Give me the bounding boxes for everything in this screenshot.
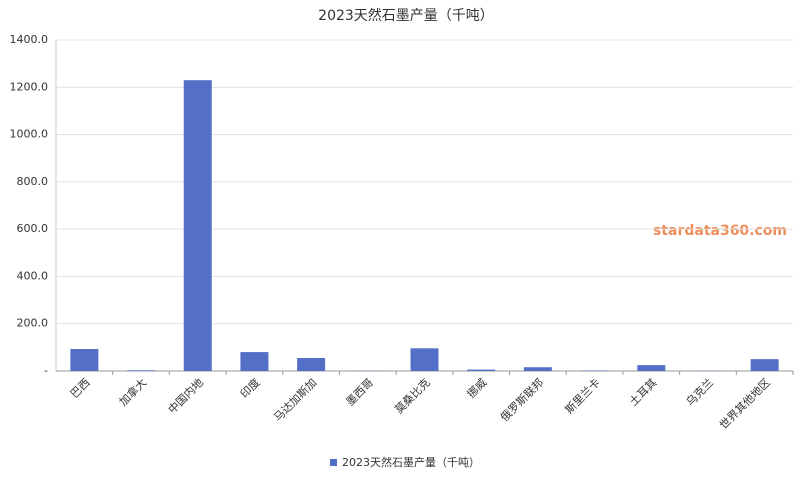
x-tick-label: 加拿大 bbox=[116, 375, 149, 408]
bar bbox=[637, 365, 665, 371]
x-tick-label: 俄罗斯联邦 bbox=[498, 376, 546, 424]
x-tick-label: 土耳其 bbox=[627, 376, 660, 409]
x-tick-label: 挪威 bbox=[464, 375, 489, 400]
bar bbox=[297, 358, 325, 371]
y-tick-label: 1200.0 bbox=[10, 80, 49, 93]
bar bbox=[240, 352, 268, 371]
y-tick-label: 600.0 bbox=[17, 222, 49, 235]
x-tick-label: 莫桑比克 bbox=[392, 376, 432, 416]
x-tick-label: 中国内地 bbox=[165, 375, 206, 416]
bar bbox=[411, 348, 439, 371]
x-tick-label: 斯里兰卡 bbox=[563, 376, 603, 416]
bar bbox=[467, 370, 495, 371]
x-tick-label: 世界其他地区 bbox=[717, 376, 773, 432]
chart-title: 2023天然石墨产量（千吨） bbox=[318, 7, 494, 24]
legend-swatch bbox=[330, 459, 337, 466]
y-tick-label: 1400.0 bbox=[10, 33, 49, 46]
y-tick-label: - bbox=[44, 364, 48, 377]
bar bbox=[524, 367, 552, 371]
x-tick-label: 墨西哥 bbox=[344, 376, 377, 409]
x-tick-label: 印度 bbox=[237, 375, 262, 400]
bar bbox=[751, 359, 779, 371]
y-tick-label: 1000.0 bbox=[10, 128, 49, 141]
bar bbox=[70, 349, 98, 371]
x-tick-label: 巴西 bbox=[68, 376, 93, 401]
y-tick-label: 800.0 bbox=[17, 175, 49, 188]
x-tick-label: 马达加斯加 bbox=[271, 376, 319, 424]
bar bbox=[184, 80, 212, 371]
y-tick-label: 400.0 bbox=[17, 269, 49, 282]
bar bbox=[127, 370, 155, 371]
x-tick-label: 乌克兰 bbox=[683, 375, 716, 408]
legend-label: 2023天然石墨产量（千吨） bbox=[342, 455, 480, 469]
y-tick-label: 200.0 bbox=[17, 317, 49, 330]
watermark: stardata360.com bbox=[653, 223, 787, 239]
